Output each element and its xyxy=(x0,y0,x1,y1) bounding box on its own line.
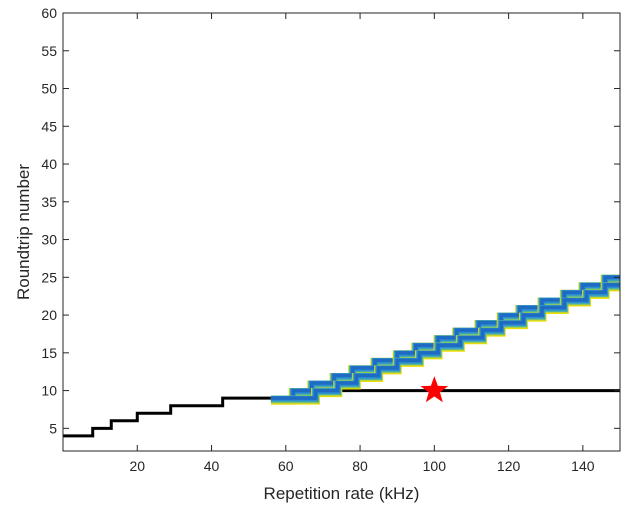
x-tick-label: 120 xyxy=(497,458,521,474)
x-tick-label: 140 xyxy=(571,458,595,474)
x-tick-label: 100 xyxy=(423,458,447,474)
y-tick-label: 55 xyxy=(41,43,57,59)
series-2-band-layer-5 xyxy=(270,275,620,400)
y-tick-label: 10 xyxy=(41,383,57,399)
axes-box xyxy=(62,12,621,452)
y-tick-label: 60 xyxy=(41,5,57,21)
y-tick-label: 50 xyxy=(41,81,57,97)
x-tick-label: 80 xyxy=(352,458,368,474)
plot-area xyxy=(63,13,620,451)
series-3-band-layer-5 xyxy=(270,283,620,400)
y-tick-label: 30 xyxy=(41,232,57,248)
x-tick-label: 60 xyxy=(278,458,294,474)
star-marker xyxy=(420,376,449,403)
y-tick-label: 45 xyxy=(41,118,57,134)
axes: 20 40 60 80 100 120 140 5 10 15 20 25 30 35 40 45 50 55 60 xyxy=(41,5,621,474)
y-tick-label: 5 xyxy=(49,420,57,436)
y-tick-label: 35 xyxy=(41,194,57,210)
x-axis-label: Repetition rate (kHz) xyxy=(264,484,420,503)
x-tick-label: 40 xyxy=(204,458,220,474)
y-axis-label: Roundtrip number xyxy=(14,164,33,300)
y-tick-label: 25 xyxy=(41,269,57,285)
x-tick-label: 20 xyxy=(129,458,145,474)
y-tick-label: 15 xyxy=(41,345,57,361)
y-tick-label: 20 xyxy=(41,307,57,323)
y-tick-label: 40 xyxy=(41,156,57,172)
